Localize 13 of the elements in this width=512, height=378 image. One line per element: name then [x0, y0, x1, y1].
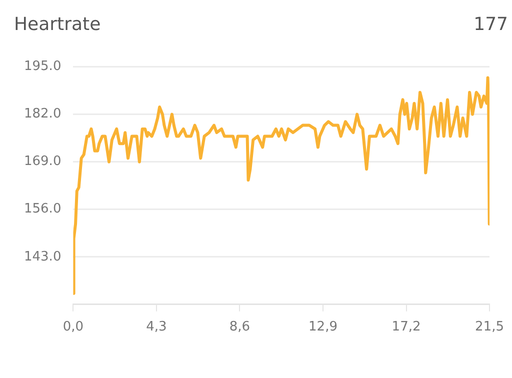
x-tick-label: 17,2: [392, 320, 421, 335]
y-tick-label: 169.0: [24, 154, 62, 170]
y-tick-label: 182.0: [24, 106, 62, 122]
x-tick-label: 8,6: [229, 320, 250, 335]
text: 177: [474, 14, 508, 35]
x-tick-label: 12,9: [308, 320, 338, 335]
x-tick-label: 4,3: [146, 320, 167, 335]
y-tick-label: 156.0: [24, 202, 62, 217]
chart-title: Heartrate: [14, 14, 101, 35]
y-tick-label: 195.0: [24, 59, 62, 74]
y-tick-label: 143.0: [24, 249, 62, 264]
x-tick-label: 0,0: [62, 320, 84, 335]
x-tick-label: 21,5: [475, 320, 504, 335]
